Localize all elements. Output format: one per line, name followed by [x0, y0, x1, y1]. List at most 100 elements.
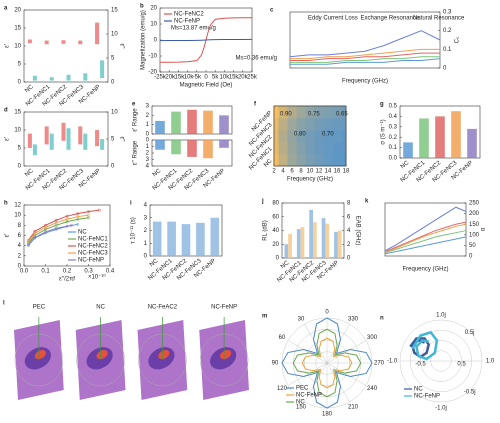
bar: [309, 209, 313, 258]
heat-cell: [296, 130, 306, 143]
heat-cell: [323, 142, 333, 155]
annotation: Ms=0.36 emu/g: [235, 56, 277, 62]
point: [76, 215, 80, 219]
x-tick-label: -20k: [163, 75, 176, 81]
y-axis-label: τ 10⁻¹¹ (s): [131, 217, 137, 244]
x-tick-label: 10k: [220, 75, 231, 81]
y2-tick-label: 0: [347, 256, 351, 262]
x-tick-label: NC: [149, 258, 160, 269]
heat-cell: [323, 130, 333, 143]
y-tick-label: 50: [469, 243, 476, 249]
bar: [435, 116, 445, 158]
x-tick-label: 12: [316, 169, 323, 175]
x-tick-label: 18: [343, 169, 350, 175]
panel-label: g: [380, 102, 384, 108]
line: [384, 230, 467, 254]
heat-cell: [323, 154, 333, 167]
smith-label: 1.0: [486, 359, 495, 365]
bar: [171, 111, 181, 134]
polar-spoke: [287, 340, 328, 364]
y2-tick-label: 6: [347, 214, 351, 220]
y-tick-label: 8: [18, 223, 22, 229]
y-tick-label: 0.1: [389, 145, 398, 151]
bar: [313, 222, 317, 258]
y-axis-label: ε': [5, 234, 11, 238]
range-bar: [95, 130, 100, 147]
y-tick-label: 20: [150, 6, 157, 12]
y-tick-label: 0: [443, 66, 447, 72]
point: [76, 222, 80, 226]
y-tick-label: 0: [146, 132, 150, 138]
y-tick-label: 2: [144, 228, 148, 234]
smith-label: -1.0: [387, 359, 398, 365]
panel-label: i: [130, 201, 132, 207]
range-bar: [95, 22, 100, 45]
line: [27, 209, 100, 241]
panel-label: k: [365, 199, 369, 205]
contour-label: 0.70: [322, 132, 334, 138]
legend-label: NC-FeNC2: [78, 244, 108, 250]
x-tick-label: 6: [290, 169, 294, 175]
y-tick-label: 0.2: [443, 28, 452, 34]
y-tick-label: 10: [14, 128, 21, 134]
range-bar: [27, 39, 32, 44]
theta-tick-label: 120: [277, 386, 288, 392]
x-tick-label: 20k: [238, 75, 249, 81]
heat-cell: [323, 118, 333, 131]
smith-label: -0.5: [415, 362, 426, 368]
range-bar: [61, 40, 66, 44]
polar-spoke: [326, 323, 350, 364]
x-axis-label: ε''/2πf: [59, 277, 75, 283]
y2-tick-label: 2: [347, 242, 351, 248]
theta-tick-label: 150: [296, 405, 307, 411]
theta-tick-label: 300: [367, 335, 378, 341]
x-tick-label: 5k: [212, 75, 219, 81]
plot-frame: [23, 9, 109, 83]
y-axis-label: Magnetization (emu/g): [141, 10, 147, 70]
theta-tick-label: 60: [279, 335, 286, 341]
theta-tick-label: 180: [322, 412, 333, 418]
heat-cell: [314, 142, 324, 155]
y2-tick-label: 0: [111, 164, 115, 170]
y2-tick-label: 8: [347, 201, 351, 207]
line: [384, 221, 467, 253]
range-bar: [32, 75, 37, 81]
range-bar: [78, 40, 83, 45]
y-axis-label: ε': [5, 137, 11, 141]
y-axis-label: ε': [5, 44, 11, 48]
y-tick-label: 0.0: [389, 156, 398, 162]
heat-cell: [305, 118, 315, 131]
line: [384, 206, 467, 252]
x-axis-label: Frequency (GHz): [402, 267, 448, 273]
y-tick-label: 0.5: [389, 104, 398, 110]
heat-cell: [314, 154, 324, 167]
point: [54, 221, 58, 225]
bar: [219, 115, 229, 134]
y-axis-label: ε'' Range: [133, 140, 139, 165]
y-axis-label: RL (dB): [263, 220, 269, 240]
y-tick-label: 0: [154, 38, 158, 44]
y-tick-label: 150: [469, 222, 480, 228]
y-tick-label: 15: [14, 26, 21, 32]
panel-caption: NC-FeAC2: [148, 305, 178, 311]
heat-cell: [341, 154, 346, 167]
heat-cell: [278, 154, 288, 167]
y-tick-label: 100: [469, 232, 480, 238]
line: [290, 48, 440, 60]
y-tick-label: 3: [146, 104, 150, 110]
y-axis-label: C₀: [455, 36, 461, 43]
x-tick-label: 14: [325, 169, 332, 175]
bar: [210, 217, 220, 256]
contour-label: 0.90: [280, 112, 292, 118]
panel-label: m: [262, 314, 267, 320]
theta-tick-label: 0: [325, 310, 329, 316]
line: [290, 58, 441, 65]
polar-spoke: [287, 362, 328, 386]
point: [65, 217, 69, 221]
range-bar: [78, 126, 83, 145]
theta-tick-label: 330: [348, 316, 359, 322]
heat-cell: [296, 154, 306, 167]
y-tick-label: 12: [14, 203, 21, 209]
line: [27, 214, 89, 242]
legend-label: NC-FeNC3: [78, 251, 108, 257]
